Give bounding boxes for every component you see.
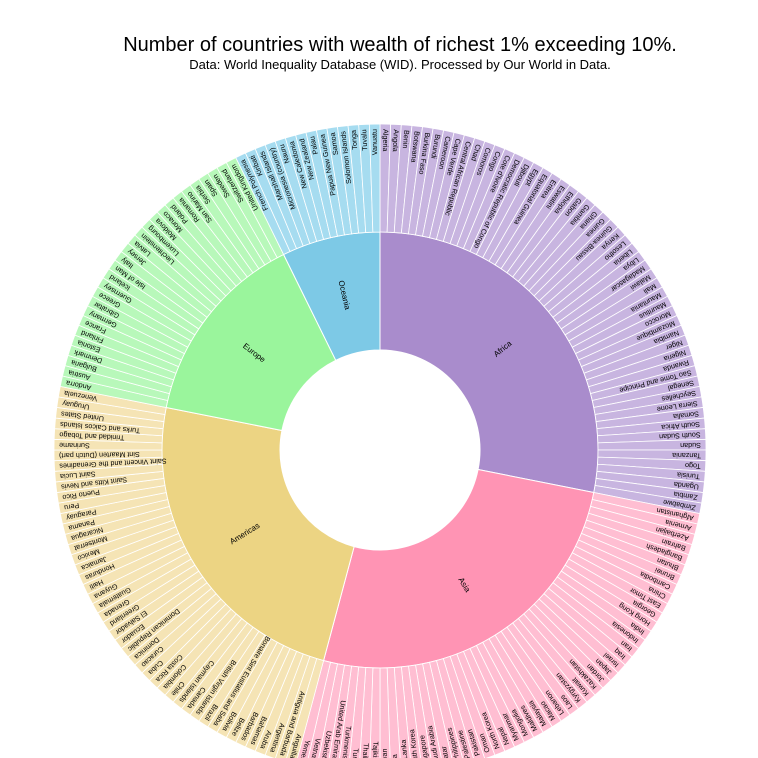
inner-ring bbox=[161, 231, 599, 669]
country-label-tunisia: Tunisia bbox=[677, 470, 701, 481]
outer-ring bbox=[53, 123, 707, 758]
country-label-somalia: Somalia bbox=[673, 409, 700, 421]
country-label-sudan: Sudan bbox=[680, 441, 701, 450]
country-label-taiwan: Taiwan bbox=[380, 749, 389, 758]
country-label-botswana: Botswana bbox=[409, 131, 422, 163]
country-label-tanzania: Tanzania bbox=[672, 451, 701, 460]
chart-subtitle: Data: World Inequality Database (WID). P… bbox=[189, 57, 611, 72]
country-label-palau: Palau bbox=[307, 135, 320, 155]
country-label-burundi: Burundi bbox=[429, 133, 442, 159]
country-label-tuvalu: Tuvalu bbox=[359, 129, 369, 151]
country-label-trinidad-and-tobago: Trinidad and Tobago bbox=[59, 430, 125, 442]
chart-title: Number of countries with wealth of riche… bbox=[123, 34, 677, 56]
country-label-turkey: Turkey bbox=[350, 748, 361, 758]
country-label-vanuatu: Vanuatu bbox=[370, 129, 379, 155]
country-label-saint-lucia: Saint Lucia bbox=[60, 469, 96, 481]
country-label-togo: Togo bbox=[685, 461, 701, 471]
country-label-samoa: Samoa bbox=[328, 132, 340, 156]
country-label-peru: Peru bbox=[63, 501, 80, 513]
country-label-syria: Syria bbox=[390, 754, 400, 758]
country-label-sri-lanka: Sri Lanka bbox=[399, 739, 410, 758]
country-slice-vanuatu[interactable] bbox=[368, 123, 381, 233]
country-label-tajikistan: Tajikistan bbox=[371, 741, 380, 758]
country-label-sint-maarten-dutch-part: Sint Maarten (Dutch part) bbox=[59, 450, 140, 460]
country-label-uruguay: Uruguay bbox=[61, 399, 90, 412]
country-label-angola: Angola bbox=[391, 129, 401, 152]
country-label-tonga: Tonga bbox=[349, 130, 360, 150]
country-label-thailand: Thailand bbox=[360, 743, 370, 758]
country-label-south-sudan: South Sudan bbox=[659, 430, 701, 441]
country-label-zambia: Zambia bbox=[673, 490, 698, 502]
country-label-suriname: Suriname bbox=[59, 441, 90, 451]
country-label-algeria: Algeria bbox=[381, 129, 390, 152]
country-label-south-africa: South Africa bbox=[661, 420, 700, 432]
country-label-benin: Benin bbox=[401, 130, 411, 149]
country-label-uganda: Uganda bbox=[673, 480, 699, 492]
